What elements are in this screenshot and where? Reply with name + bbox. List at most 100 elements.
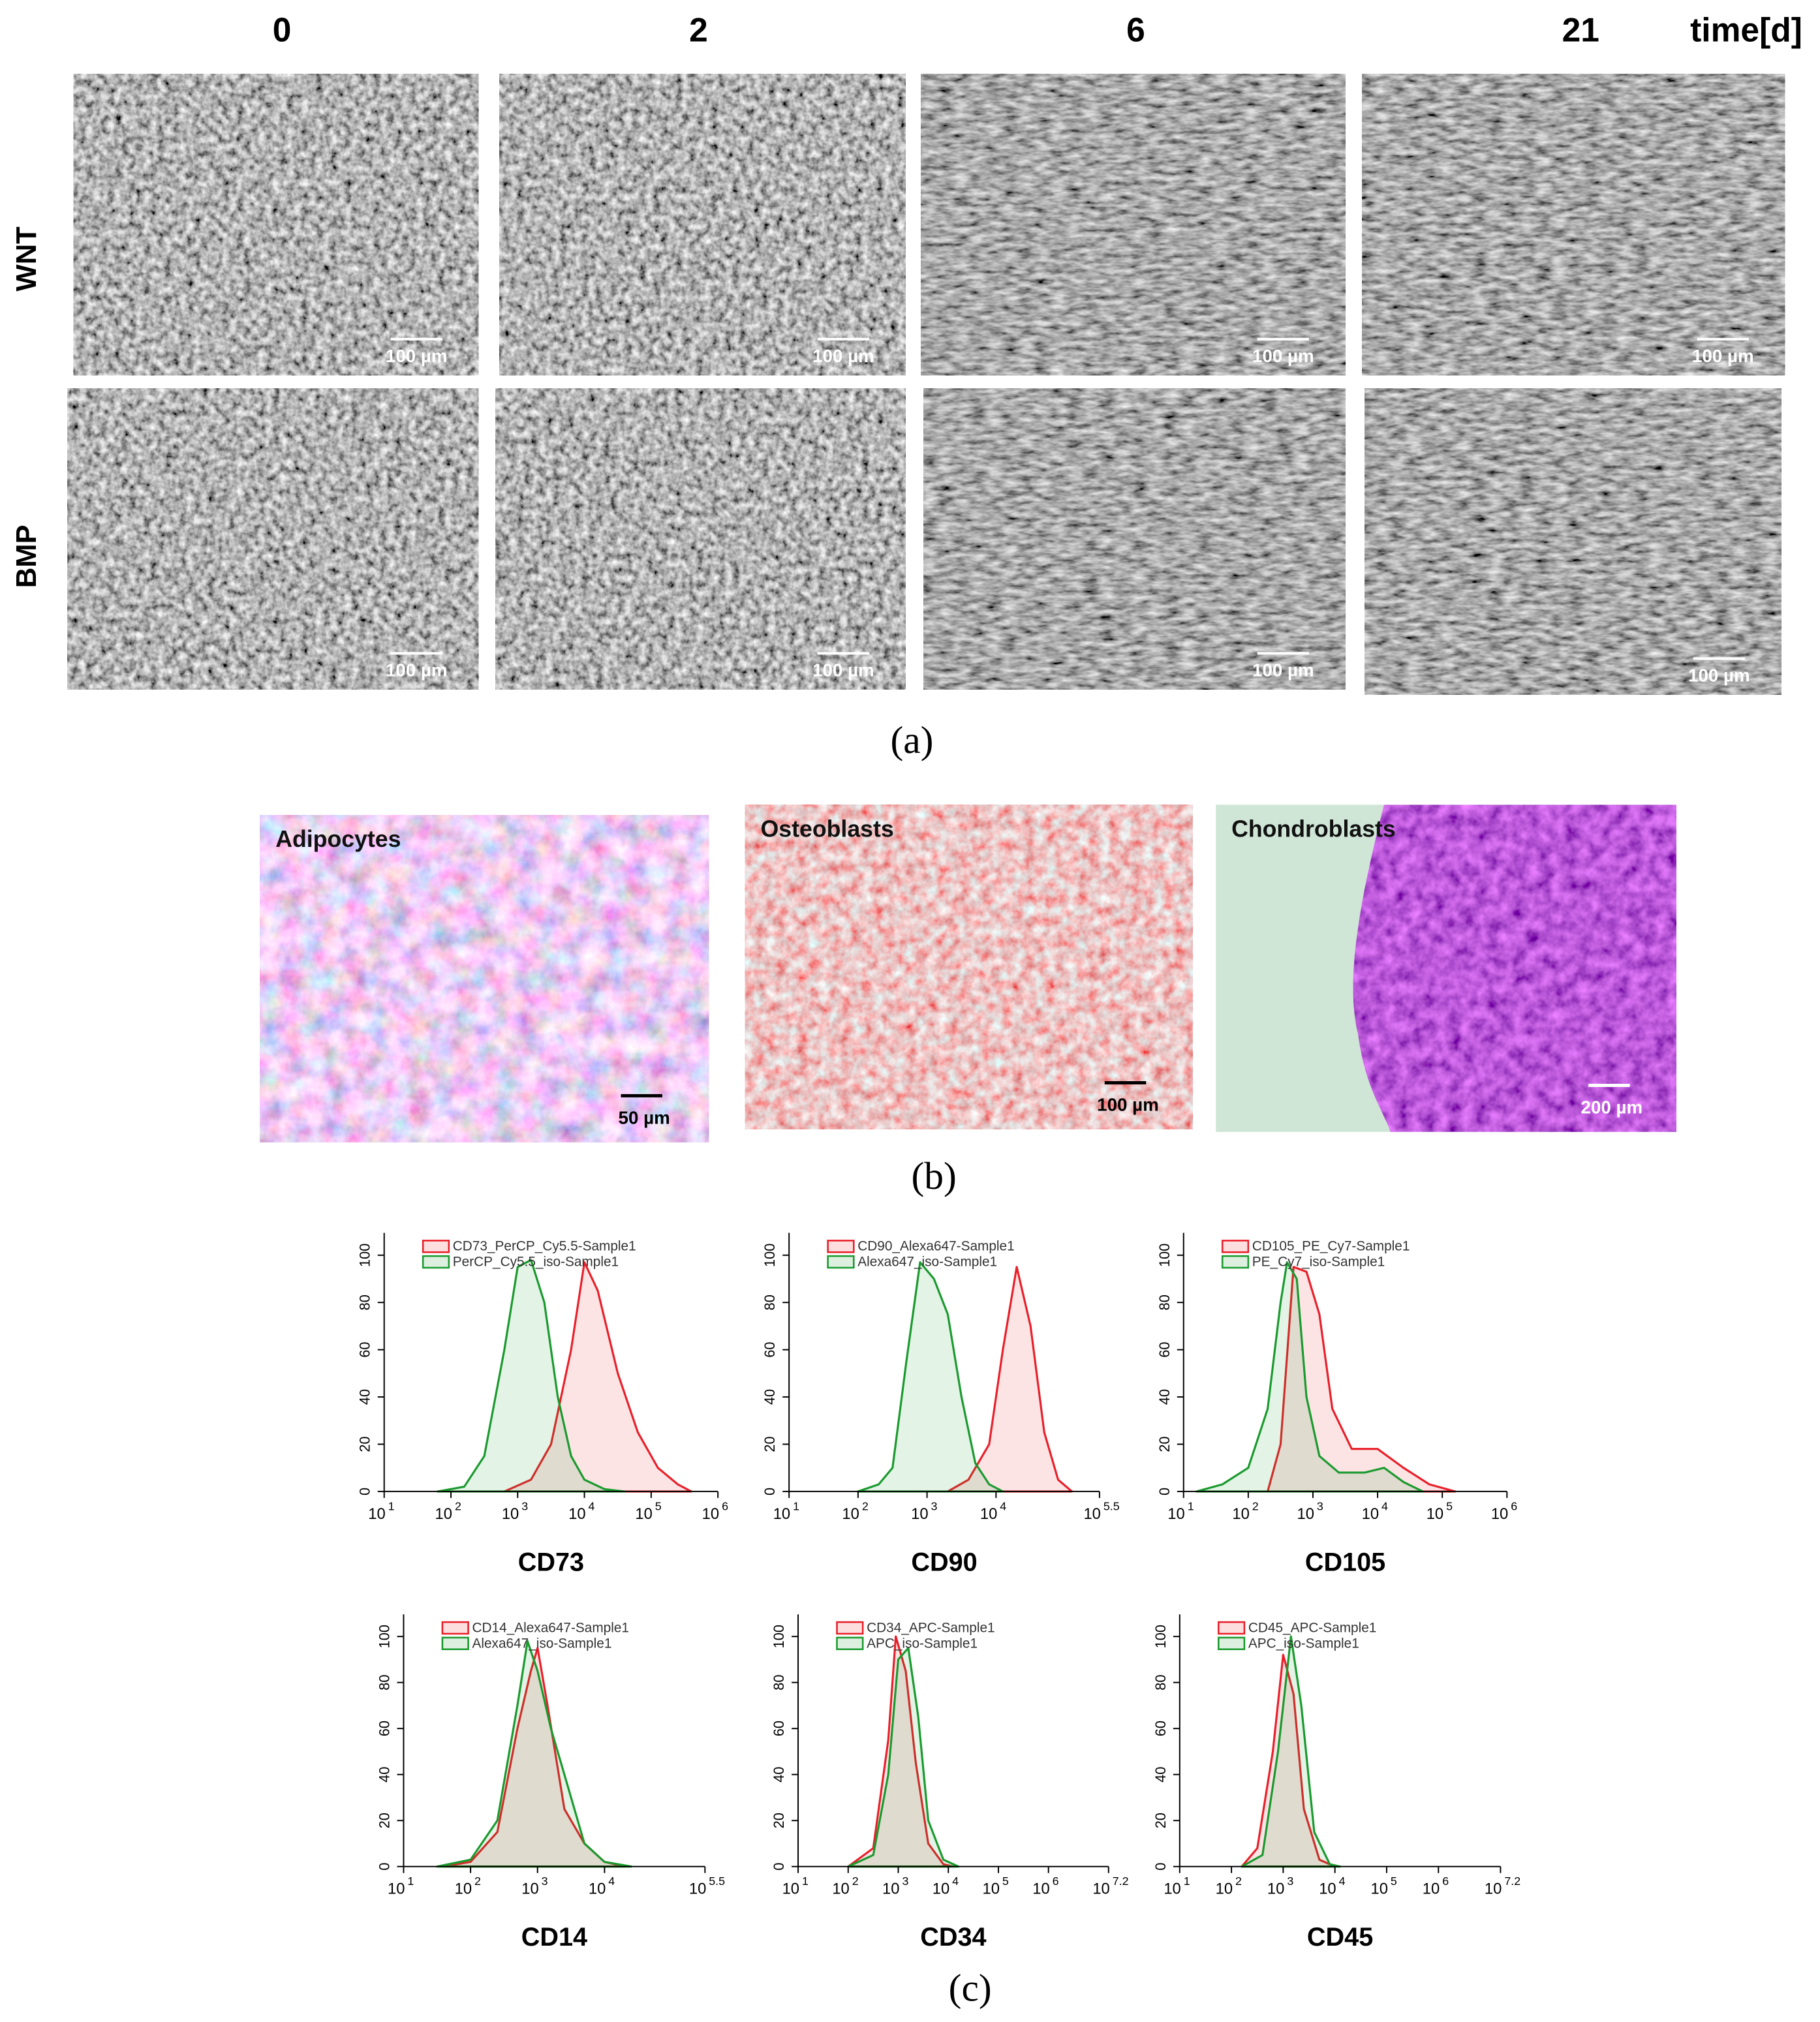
x-tick-exponent: 4	[1000, 1499, 1006, 1512]
x-tick-base: 10	[1297, 1505, 1314, 1523]
x-axis-label: CD105	[1305, 1548, 1385, 1576]
scale-label: 100 µm	[1692, 346, 1754, 366]
stain-image	[260, 815, 709, 1142]
x-tick-exponent: 4	[1339, 1875, 1346, 1888]
histogram	[847, 1647, 960, 1868]
x-tick-base: 10	[368, 1505, 385, 1523]
legend-label: CD34_APC-Sample1	[867, 1621, 995, 1636]
x-tick-base: 10	[1232, 1505, 1249, 1523]
x-tick-exponent: 1	[802, 1875, 809, 1888]
x-tick-base: 10	[832, 1880, 849, 1898]
x-tick-base: 10	[388, 1880, 405, 1898]
x-tick-exponent: 6	[1511, 1499, 1517, 1512]
histogram	[437, 1259, 626, 1493]
x-tick-base: 10	[1319, 1880, 1336, 1898]
caption: (c)	[949, 1967, 992, 2010]
x-tick-exponent: 5	[1391, 1875, 1397, 1888]
row-label: WNT	[11, 226, 42, 292]
time-label: 6	[1126, 11, 1145, 49]
x-tick-exponent: 2	[1252, 1499, 1259, 1512]
y-tick-label: 0	[762, 1488, 778, 1495]
y-tick-label: 0	[771, 1863, 787, 1871]
y-tick-label: 60	[1156, 1341, 1173, 1357]
x-tick-base: 10	[1267, 1880, 1284, 1898]
histogram	[946, 1266, 1073, 1493]
y-tick-label: 100	[762, 1244, 778, 1267]
y-tick-label: 40	[357, 1389, 373, 1405]
y-tick-label: 60	[376, 1721, 392, 1736]
legend-label: CD14_Alexa647-Sample1	[472, 1621, 629, 1636]
x-tick-base: 10	[933, 1880, 949, 1898]
x-tick-exponent: 1	[1188, 1499, 1194, 1512]
histogram	[1241, 1635, 1342, 1868]
x-tick-exponent: 3	[902, 1875, 908, 1888]
x-tick-exponent: 3	[1317, 1499, 1323, 1512]
x-tick-base: 10	[1167, 1505, 1184, 1523]
legend-label: Alexa647_iso-Sample1	[857, 1255, 997, 1270]
x-tick-base: 10	[882, 1880, 899, 1898]
legend-label: CD73_PerCP_Cy5.5-Sample1	[453, 1239, 636, 1254]
legend-swatch	[1217, 1621, 1246, 1635]
micrograph	[495, 388, 906, 690]
time-label: 2	[689, 11, 708, 49]
x-tick-base: 10	[502, 1505, 519, 1523]
x-tick-exponent: 5.5	[1103, 1499, 1120, 1512]
x-tick-base: 10	[1083, 1505, 1100, 1523]
x-tick-exponent: 5	[1446, 1499, 1453, 1512]
scale-label: 100 µm	[386, 660, 448, 680]
stain-image	[745, 804, 1193, 1129]
legend-label: CD90_Alexa647-Sample1	[857, 1239, 1014, 1254]
x-tick-exponent: 7.2	[1113, 1875, 1129, 1888]
legend-swatch	[827, 1240, 855, 1253]
x-tick-base: 10	[702, 1505, 719, 1523]
time-label: 21	[1562, 11, 1599, 49]
y-tick-label: 20	[376, 1813, 392, 1828]
legend-swatch	[1217, 1636, 1246, 1651]
x-tick-base: 10	[911, 1505, 928, 1523]
micrograph	[73, 74, 479, 376]
x-tick-exponent: 4	[1381, 1499, 1388, 1512]
x-tick-base: 10	[1164, 1880, 1180, 1898]
x-tick-base: 10	[521, 1880, 538, 1898]
y-tick-label: 80	[1152, 1675, 1169, 1691]
y-tick-label: 80	[762, 1294, 778, 1310]
legend-label: Alexa647_iso-Sample1	[472, 1636, 612, 1651]
x-tick-base: 10	[435, 1505, 452, 1523]
x-axis-label: CD45	[1307, 1923, 1373, 1952]
micrograph	[1365, 388, 1781, 695]
x-tick-base: 10	[1092, 1880, 1109, 1898]
y-tick-label: 20	[771, 1813, 787, 1828]
legend-label: APC_iso-Sample1	[867, 1636, 978, 1651]
row-label: BMP	[11, 525, 42, 588]
x-tick-base: 10	[1423, 1880, 1440, 1898]
x-tick-base: 10	[1370, 1880, 1387, 1898]
y-tick-label: 60	[771, 1721, 787, 1736]
legend-label: PerCP_Cy5.5_iso-Sample1	[453, 1255, 619, 1270]
y-tick-label: 60	[1152, 1721, 1169, 1736]
caption: (b)	[912, 1154, 957, 1197]
scale-label: 100 µm	[1688, 665, 1750, 685]
x-axis-label: CD90	[911, 1548, 977, 1576]
x-tick-exponent: 2	[852, 1875, 859, 1888]
x-tick-exponent: 4	[589, 1499, 595, 1512]
legend-swatch	[836, 1621, 864, 1635]
histogram	[857, 1261, 1004, 1493]
x-tick-base: 10	[842, 1505, 859, 1523]
legend-swatch	[422, 1240, 450, 1253]
x-tick-exponent: 5	[655, 1499, 662, 1512]
x-tick-base: 10	[689, 1880, 706, 1898]
legend-swatch	[441, 1621, 469, 1635]
x-tick-exponent: 6	[1442, 1875, 1449, 1888]
legend-label: PE_Cy7_iso-Sample1	[1252, 1255, 1385, 1270]
x-tick-exponent: 2	[455, 1499, 461, 1512]
x-tick-exponent: 5.5	[709, 1875, 725, 1888]
x-tick-base: 10	[782, 1880, 799, 1898]
x-tick-exponent: 3	[1287, 1875, 1293, 1888]
legend-swatch	[441, 1636, 469, 1651]
x-tick-base: 10	[1362, 1505, 1379, 1523]
x-tick-base: 10	[1491, 1505, 1508, 1523]
legend-label: APC_iso-Sample1	[1248, 1636, 1359, 1651]
x-tick-base: 10	[589, 1880, 606, 1898]
legend-swatch	[836, 1636, 864, 1651]
